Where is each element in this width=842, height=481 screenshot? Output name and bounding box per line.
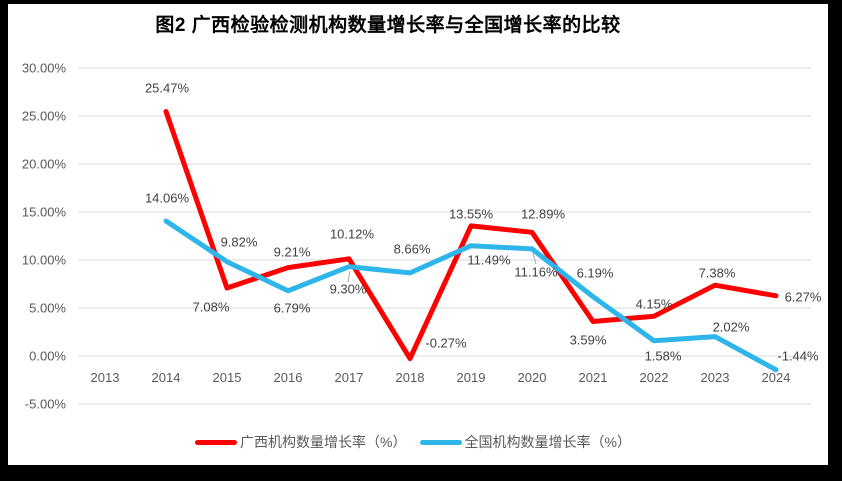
legend-item-guangxi: 广西机构数量增长率（%） — [195, 432, 407, 452]
data-label-guangxi-2023: 7.38% — [699, 266, 736, 281]
legend-label-national: 全国机构数量增长率（%） — [464, 434, 631, 450]
data-label-national-2023: 2.02% — [713, 320, 750, 335]
data-label-national-2021: 6.19% — [577, 266, 614, 281]
national-series-line-icon — [419, 439, 462, 445]
data-label-guangxi-2022: 4.15% — [636, 297, 673, 312]
x-axis-tick-label: 2023 — [701, 370, 730, 385]
x-axis-tick-label: 2015 — [213, 370, 242, 385]
y-axis-tick-label: -5.00% — [25, 397, 67, 412]
legend-label-guangxi: 广西机构数量增长率（%） — [240, 434, 407, 450]
chart-canvas — [8, 4, 828, 465]
data-label-national-2020: 11.16% — [514, 265, 558, 280]
x-axis-tick-label: 2013 — [91, 370, 120, 385]
data-label-national-2017: 9.30% — [330, 282, 367, 297]
y-axis-tick-label: 25.00% — [22, 109, 67, 124]
label-leader-line — [347, 270, 351, 283]
data-label-guangxi-2019: 13.55% — [449, 207, 494, 222]
data-label-guangxi-2015: 7.08% — [193, 300, 230, 315]
x-axis-tick-label: 2017 — [335, 370, 364, 385]
legend-item-national: 全国机构数量增长率（%） — [419, 432, 631, 452]
data-label-national-2015: 9.82% — [221, 235, 258, 250]
y-axis-tick-label: 5.00% — [29, 301, 66, 316]
series-line-national — [163, 218, 779, 373]
y-axis-tick-label: 30.00% — [22, 61, 67, 76]
y-axis-tick-label: 15.00% — [22, 205, 67, 220]
data-label-national-2024: -1.44% — [777, 349, 819, 364]
x-axis-tick-label: 2022 — [640, 370, 669, 385]
data-label-guangxi-2024: 6.27% — [785, 290, 822, 305]
data-label-guangxi-2017: 10.12% — [330, 227, 375, 242]
y-axis-tick-label: 10.00% — [22, 253, 67, 268]
data-label-national-2014: 14.06% — [145, 191, 190, 206]
x-axis-tick-label: 2020 — [518, 370, 547, 385]
y-axis-tick-label: 0.00% — [29, 349, 66, 364]
y-axis-tick-label: 20.00% — [22, 157, 67, 172]
x-axis-tick-label: 2021 — [579, 370, 608, 385]
data-label-national-2022: 1.58% — [645, 349, 682, 364]
label-leader-line — [532, 252, 537, 265]
data-label-guangxi-2014: 25.47% — [145, 81, 190, 96]
x-axis-tick-label: 2014 — [152, 370, 181, 385]
data-label-guangxi-2021: 3.59% — [570, 333, 607, 348]
data-label-guangxi-2018: -0.27% — [425, 336, 467, 351]
data-label-national-2016: 6.79% — [274, 301, 311, 316]
guangxi-series-line-icon — [195, 439, 238, 445]
data-label-national-2018: 8.66% — [394, 242, 431, 257]
x-axis-tick-label: 2019 — [457, 370, 486, 385]
series-line-guangxi — [163, 109, 779, 362]
data-label-guangxi-2020: 12.89% — [521, 207, 566, 222]
data-label-guangxi-2016: 9.21% — [274, 245, 311, 260]
x-axis-tick-label: 2016 — [274, 370, 303, 385]
x-axis-tick-label: 2018 — [396, 370, 425, 385]
chart-title: 图2 广西检验检测机构数量增长率与全国增长率的比较 — [155, 15, 621, 36]
x-axis-tick-label: 2024 — [762, 370, 791, 385]
data-label-national-2019: 11.49% — [467, 253, 511, 268]
chart-legend: 广西机构数量增长率（%） 全国机构数量增长率（%） — [0, 431, 826, 453]
